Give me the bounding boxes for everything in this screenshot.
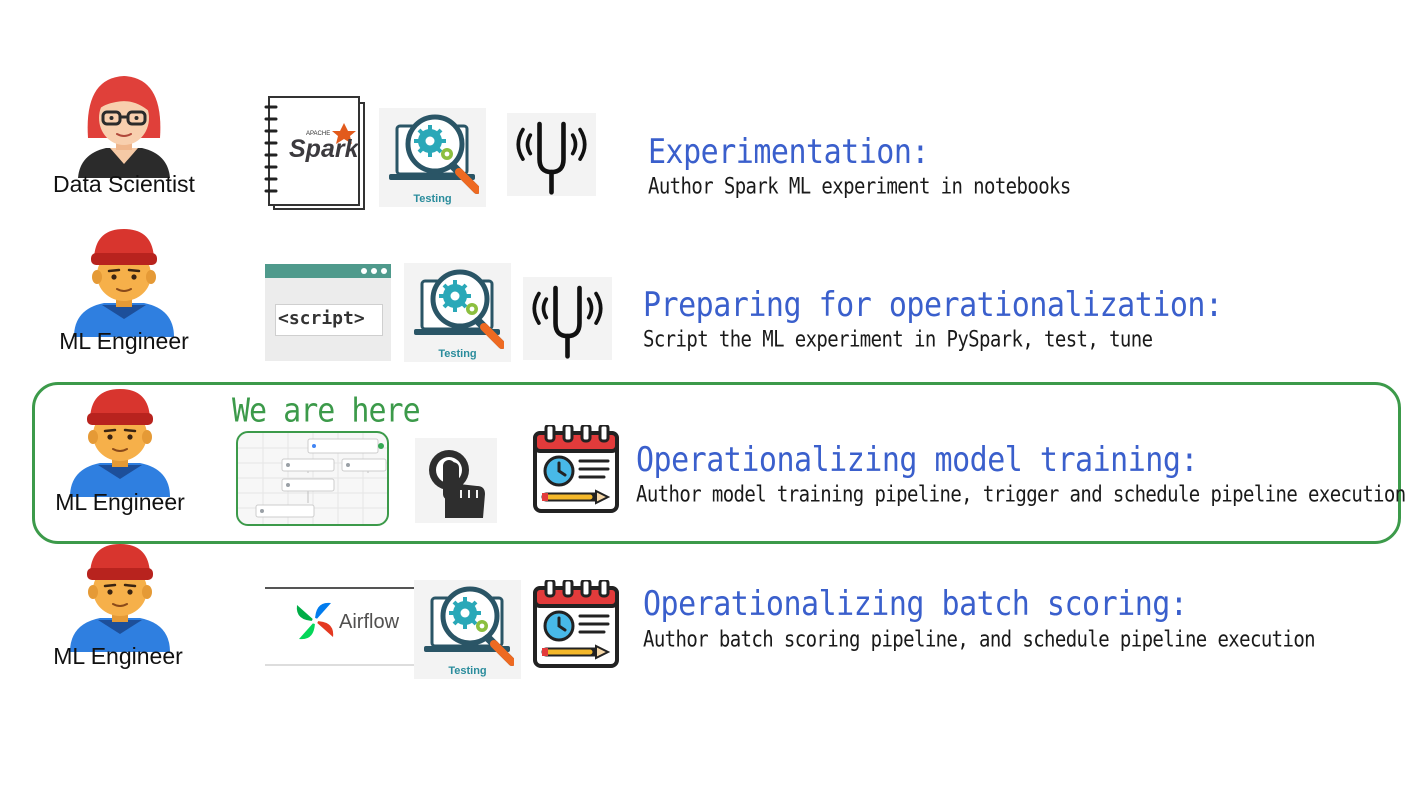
testing-caption: Testing <box>413 193 452 205</box>
role-label-ml-engineer: ML Engineer <box>59 328 189 354</box>
tuning-fork-icon <box>507 113 596 196</box>
step-title-batch-scoring: Operationalizing batch scoring: <box>643 585 1188 625</box>
step-title-experimentation: Experimentation: <box>648 133 929 173</box>
ml-engineer-avatar-icon <box>72 227 176 337</box>
role-label-data-scientist: Data Scientist <box>53 171 195 197</box>
script-window-icon: <script> <box>265 264 391 361</box>
testing-icon: Testing <box>379 108 486 207</box>
spark-notebook-icon: APACHE Spark <box>264 93 370 214</box>
pipeline-graph-icon <box>236 431 389 526</box>
role-label-ml-engineer: ML Engineer <box>55 489 185 515</box>
calendar-schedule-icon <box>532 425 620 513</box>
step-desc-experimentation: Author Spark ML experiment in notebooks <box>648 174 1071 200</box>
step-title-model-training: Operationalizing model training: <box>636 441 1198 481</box>
airflow-logo-icon: Airflow <box>265 587 417 666</box>
data-scientist-avatar-icon <box>76 74 172 178</box>
spark-apache-text: APACHE <box>306 131 331 137</box>
testing-icon: Testing <box>414 580 521 679</box>
testing-icon: Testing <box>404 263 511 362</box>
step-desc-batch-scoring: Author batch scoring pipeline, and sched… <box>643 627 1316 653</box>
script-tag-text: <script> <box>278 308 365 329</box>
role-label-ml-engineer: ML Engineer <box>53 643 183 669</box>
we-are-here-label: We are here <box>232 392 421 431</box>
testing-caption: Testing <box>448 665 487 677</box>
step-desc-preparing: Script the ML experiment in PySpark, tes… <box>643 327 1153 353</box>
spark-logo-text: Spark <box>289 135 359 163</box>
ml-engineer-avatar-icon <box>68 387 172 497</box>
tuning-fork-icon <box>523 277 612 360</box>
airflow-logo-text: Airflow <box>339 611 400 633</box>
step-title-preparing: Preparing for operationalization: <box>643 286 1223 326</box>
step-desc-model-training: Author model training pipeline, trigger … <box>636 482 1406 508</box>
testing-caption: Testing <box>438 348 477 360</box>
current-stage-highlight <box>32 382 1401 544</box>
calendar-schedule-icon <box>532 580 620 668</box>
ml-engineer-avatar-icon <box>68 542 172 652</box>
tap-trigger-icon <box>415 438 497 523</box>
